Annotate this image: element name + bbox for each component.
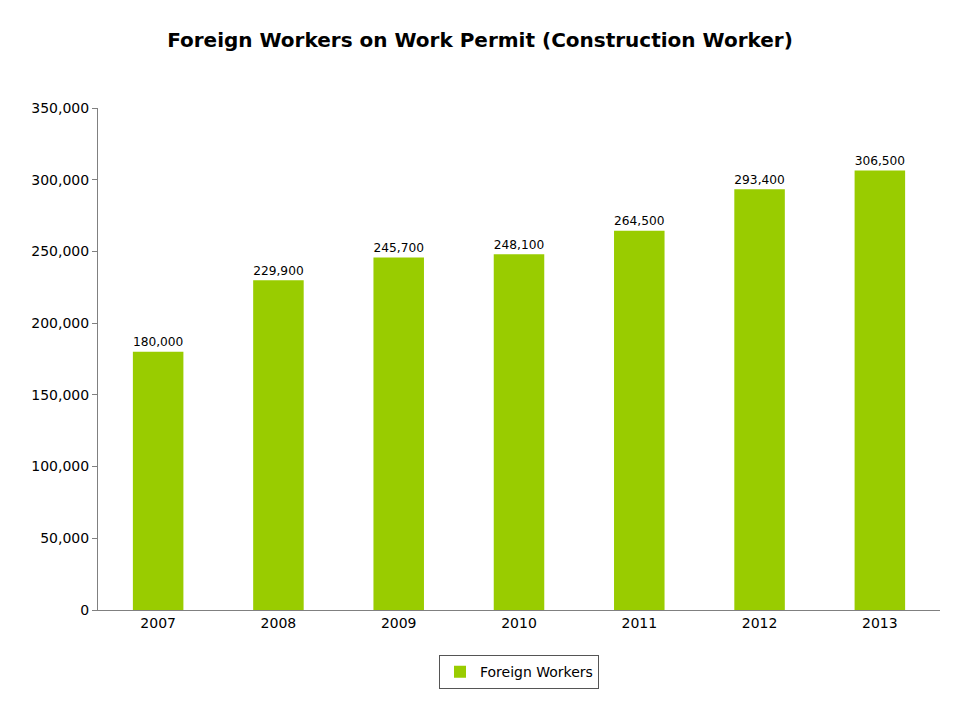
svg-text:300,000: 300,000 [31, 172, 89, 188]
svg-text:293,400: 293,400 [734, 173, 784, 187]
svg-text:2008: 2008 [261, 615, 297, 631]
svg-text:50,000: 50,000 [40, 530, 89, 546]
svg-text:2011: 2011 [621, 615, 657, 631]
svg-text:350,000: 350,000 [31, 100, 89, 116]
svg-text:100,000: 100,000 [31, 458, 89, 474]
svg-text:2007: 2007 [140, 615, 176, 631]
svg-text:229,900: 229,900 [253, 264, 303, 278]
svg-text:200,000: 200,000 [31, 315, 89, 331]
svg-text:250,000: 250,000 [31, 243, 89, 259]
svg-text:264,500: 264,500 [614, 214, 664, 228]
svg-text:180,000: 180,000 [133, 335, 183, 349]
svg-text:Foreign Workers on Work Permit: Foreign Workers on Work Permit (Construc… [167, 28, 793, 52]
svg-text:248,100: 248,100 [494, 238, 544, 252]
svg-text:245,700: 245,700 [373, 241, 423, 255]
svg-text:150,000: 150,000 [31, 387, 89, 403]
svg-text:2009: 2009 [381, 615, 417, 631]
svg-text:306,500: 306,500 [855, 154, 905, 168]
svg-text:Foreign Workers: Foreign Workers [480, 664, 593, 680]
svg-text:2013: 2013 [862, 615, 898, 631]
svg-text:0: 0 [80, 602, 89, 618]
svg-text:2010: 2010 [501, 615, 537, 631]
svg-text:2012: 2012 [742, 615, 778, 631]
